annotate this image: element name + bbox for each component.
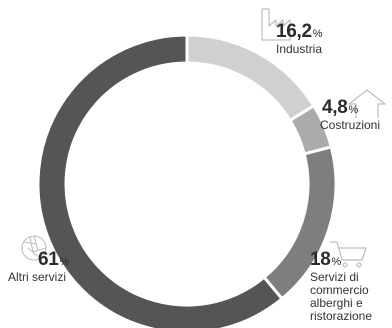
- commercio-label: Servizi di commercio alberghi e ristoraz…: [310, 271, 390, 323]
- costruzioni-label: Costruzioni: [320, 119, 380, 132]
- altri-servizi-value: 61: [38, 249, 59, 270]
- industria-value: 16,2: [276, 21, 312, 42]
- industria-label: Industria: [276, 43, 323, 56]
- commercio-value: 18: [310, 249, 331, 270]
- altri-servizi-label: Altri servizi: [8, 271, 69, 284]
- industria-percent: 16,2%: [276, 22, 323, 41]
- label-industria: 16,2% Industria: [276, 22, 323, 56]
- label-altri-servizi: 61% Altri servizi: [8, 250, 69, 284]
- altri-servizi-percent: 61%: [8, 250, 69, 269]
- label-commercio: 18% Servizi di commercio alberghi e rist…: [310, 250, 390, 323]
- altri-servizi-unit: %: [60, 256, 70, 268]
- label-costruzioni: 4,8% Costruzioni: [322, 98, 380, 132]
- costruzioni-percent: 4,8%: [322, 98, 380, 117]
- costruzioni-unit: %: [349, 104, 359, 116]
- costruzioni-value: 4,8: [322, 97, 348, 118]
- commercio-percent: 18%: [310, 250, 390, 269]
- donut-slices: [38, 35, 336, 328]
- industria-unit: %: [313, 28, 323, 40]
- commercio-unit: %: [332, 256, 342, 268]
